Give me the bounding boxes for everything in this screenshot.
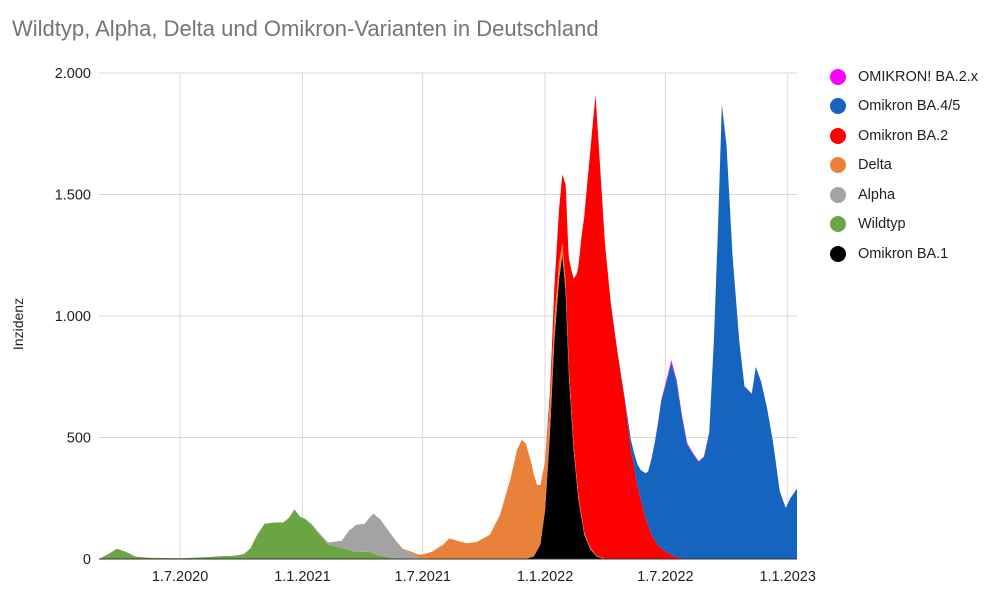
axes: 0 500 1.000 1.500 2.000 1.7.2020 1.1.2021 1.7.2…	[55, 66, 816, 585]
legend-label: OMIKRON! BA.2.x	[858, 68, 979, 85]
legend-label: Omikron BA.4/5	[858, 98, 961, 115]
y-tick-label: 1.000	[55, 309, 91, 325]
legend-label: Omikron BA.1	[858, 245, 949, 262]
legend: OMIKRON! BA.2.x Omikron BA.4/5 Omikron BA.…	[830, 62, 978, 269]
legend-swatch	[830, 98, 846, 115]
grid-lines	[99, 72, 797, 559]
series-area-omikron-ba-2	[99, 94, 797, 560]
legend-swatch	[830, 186, 846, 203]
x-tick-label: 1.7.2022	[637, 569, 693, 585]
legend-item: Delta	[830, 151, 978, 181]
legend-item: Alpha	[830, 180, 978, 210]
legend-item: Wildtyp	[830, 210, 978, 240]
x-tick-label: 1.7.2020	[152, 569, 208, 585]
legend-swatch	[830, 216, 846, 233]
y-tick-label: 2.000	[55, 66, 91, 82]
legend-label: Alpha	[858, 186, 896, 203]
y-tick-label: 0	[83, 552, 91, 568]
x-tick-label: 1.1.2023	[759, 569, 815, 585]
legend-label: Wildtyp	[858, 216, 906, 233]
legend-swatch	[830, 127, 846, 144]
x-tick-label: 1.1.2022	[517, 569, 573, 585]
y-axis-title: Inzidenz	[10, 298, 26, 350]
legend-item: Omikron BA.1	[830, 239, 978, 269]
x-tick-label: 1.1.2021	[274, 569, 330, 585]
y-tick-label: 1.500	[55, 188, 91, 204]
series-area-omikron-ba-4-5	[99, 94, 797, 560]
legend-label: Omikron BA.2	[858, 127, 949, 144]
legend-label: Delta	[858, 157, 892, 174]
y-tick-label: 500	[67, 431, 91, 447]
chart-title: Wildtyp, Alpha, Delta und Omikron-Varian…	[12, 16, 599, 41]
legend-swatch	[830, 157, 846, 174]
legend-swatch	[830, 245, 846, 262]
legend-item: Omikron BA.4/5	[830, 92, 978, 122]
legend-item: Omikron BA.2	[830, 121, 978, 151]
legend-swatch	[830, 68, 846, 85]
x-tick-label: 1.7.2021	[395, 569, 451, 585]
legend-item: OMIKRON! BA.2.x	[830, 62, 978, 92]
series-areas	[99, 94, 797, 560]
